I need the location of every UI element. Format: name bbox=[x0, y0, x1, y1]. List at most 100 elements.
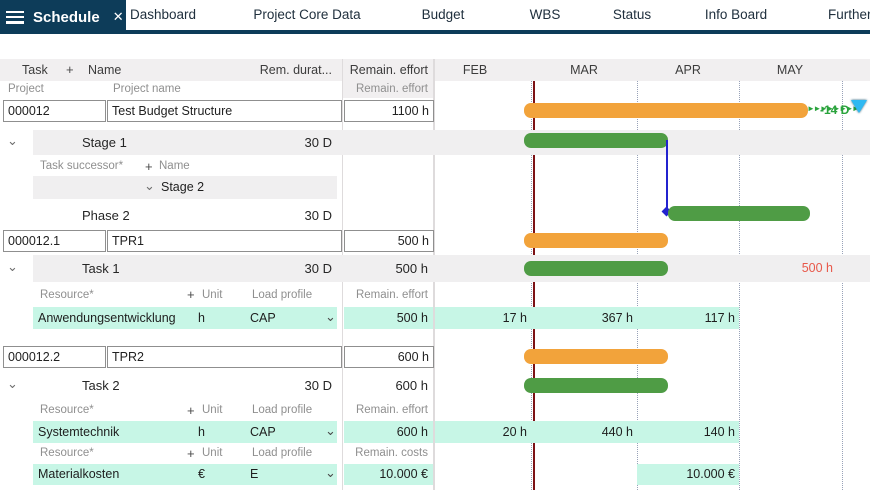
stage1-row-band bbox=[33, 130, 870, 155]
gridline-jun bbox=[842, 81, 843, 490]
task1-effort[interactable]: 500 h bbox=[395, 261, 428, 276]
resource1-feb-value[interactable]: 17 h bbox=[502, 311, 527, 325]
gridline-may bbox=[739, 81, 740, 490]
resource3-load-profile[interactable]: E bbox=[250, 467, 259, 481]
project-effort-input[interactable] bbox=[344, 100, 434, 122]
task1-duration[interactable]: 30 D bbox=[304, 261, 332, 276]
resource-header-label: Resource* bbox=[40, 289, 94, 301]
project-name-input[interactable] bbox=[107, 100, 342, 122]
resource1-apr-value[interactable]: 117 h bbox=[704, 311, 735, 325]
resource-header-unit: Unit bbox=[202, 289, 223, 301]
successor-header-name: Name bbox=[159, 160, 190, 172]
deadline-marker-icon[interactable] bbox=[851, 100, 867, 113]
subheader-project: Project bbox=[8, 83, 44, 95]
gantt-bar-task2[interactable] bbox=[524, 378, 668, 393]
tab-dashboard[interactable]: Dashboard bbox=[129, 7, 197, 22]
gantt-bar-tpr2[interactable] bbox=[524, 349, 668, 364]
project-code-input[interactable] bbox=[3, 100, 106, 122]
tpr2-name-input[interactable] bbox=[107, 346, 342, 368]
month-header-mar: MAR bbox=[570, 63, 598, 77]
resource1-name[interactable]: Anwendungsentwicklung bbox=[38, 311, 176, 325]
resource3-apr-value[interactable]: 10.000 € bbox=[686, 467, 735, 481]
resource2-mar-value[interactable]: 440 h bbox=[601, 425, 633, 439]
dropdown-chevron-icon[interactable]: ⌄ bbox=[325, 423, 336, 438]
collapse-chevron-icon[interactable]: ⌄ bbox=[7, 259, 18, 274]
collapse-chevron-icon[interactable]: ⌄ bbox=[7, 133, 18, 148]
resource1-mar-value[interactable]: 367 h bbox=[601, 311, 633, 325]
tpr2-code-input[interactable] bbox=[3, 346, 106, 368]
tabbar-underline bbox=[0, 30, 870, 34]
gantt-bar-task1[interactable] bbox=[524, 261, 668, 276]
resource2-load-profile[interactable]: CAP bbox=[250, 425, 276, 439]
resource-header-load-profile: Load profile bbox=[252, 289, 313, 301]
gantt-bar-tpr1[interactable] bbox=[524, 233, 668, 248]
tab-project-core-data[interactable]: Project Core Data bbox=[253, 7, 361, 22]
resource3-cell-band[interactable] bbox=[33, 464, 337, 485]
resource3-name[interactable]: Materialkosten bbox=[38, 467, 120, 481]
stage1-name[interactable]: Stage 1 bbox=[82, 135, 127, 150]
resource2-feb-value[interactable]: 20 h bbox=[502, 425, 527, 439]
resource3-remain-costs[interactable]: 10.000 € bbox=[379, 467, 428, 481]
col-header-remain-effort: Remain. effort bbox=[349, 63, 428, 77]
resource2-cell-band[interactable] bbox=[33, 421, 337, 443]
tpr2-effort-input[interactable] bbox=[344, 346, 434, 368]
add-task-button[interactable]: + bbox=[66, 62, 74, 77]
resource3-costs-cell[interactable] bbox=[344, 464, 433, 485]
subheader-remain-effort: Remain. effort bbox=[355, 83, 428, 95]
add-resource-button[interactable]: + bbox=[187, 403, 195, 418]
resource1-effort-cell[interactable] bbox=[344, 307, 433, 329]
resource-header-unit: Unit bbox=[202, 447, 223, 459]
task2-duration[interactable]: 30 D bbox=[304, 378, 332, 393]
add-successor-button[interactable]: + bbox=[145, 159, 153, 174]
stage2-name[interactable]: Stage 2 bbox=[161, 180, 205, 194]
dropdown-chevron-icon[interactable]: ⌄ bbox=[325, 465, 336, 480]
today-line bbox=[533, 81, 535, 490]
resource2-remain-effort[interactable]: 600 h bbox=[396, 425, 428, 439]
resource1-gantt-band bbox=[435, 307, 739, 329]
resource-header-label: Resource* bbox=[40, 447, 94, 459]
delay-label: -14 D bbox=[820, 103, 850, 117]
resource1-remain-effort[interactable]: 500 h bbox=[396, 311, 428, 325]
resource3-unit[interactable]: € bbox=[198, 467, 205, 481]
resource-header-label: Resource* bbox=[40, 404, 94, 416]
gantt-bar-phase2[interactable] bbox=[668, 206, 810, 221]
resource3-gantt-band bbox=[637, 464, 739, 485]
add-resource-button[interactable]: + bbox=[187, 446, 195, 461]
gantt-bar-stage1[interactable] bbox=[524, 133, 668, 148]
dropdown-chevron-icon[interactable]: ⌄ bbox=[325, 309, 336, 324]
tab-budget[interactable]: Budget bbox=[421, 7, 465, 22]
tab-wbs[interactable]: WBS bbox=[529, 7, 561, 22]
task2-effort[interactable]: 600 h bbox=[395, 378, 428, 393]
tab-further[interactable]: Further bbox=[828, 7, 870, 22]
add-resource-button[interactable]: + bbox=[187, 287, 195, 302]
stage1-duration[interactable]: 30 D bbox=[304, 135, 332, 150]
tpr1-name-input[interactable] bbox=[107, 230, 342, 252]
tab-schedule-active[interactable]: Schedule ✕ bbox=[0, 0, 126, 34]
chevron-down-icon[interactable]: ⌄ bbox=[144, 178, 155, 193]
successor-header-label: Task successor* bbox=[40, 160, 124, 172]
phase2-name[interactable]: Phase 2 bbox=[82, 208, 130, 223]
resource1-cell-band[interactable] bbox=[33, 307, 337, 329]
resource2-apr-value[interactable]: 140 h bbox=[703, 425, 735, 439]
resource1-load-profile[interactable]: CAP bbox=[250, 311, 276, 325]
tpr1-code-input[interactable] bbox=[3, 230, 106, 252]
close-icon[interactable]: ✕ bbox=[112, 9, 124, 24]
resource1-unit[interactable]: h bbox=[198, 311, 205, 325]
task1-name[interactable]: Task 1 bbox=[82, 261, 120, 276]
tab-status[interactable]: Status bbox=[612, 7, 652, 22]
successor-link-line bbox=[666, 140, 668, 211]
collapse-chevron-icon[interactable]: ⌄ bbox=[7, 376, 18, 391]
resource2-effort-cell[interactable] bbox=[344, 421, 433, 443]
tpr1-effort-input[interactable] bbox=[344, 230, 434, 252]
resource2-name[interactable]: Systemtechnik bbox=[38, 425, 120, 439]
tab-info-board[interactable]: Info Board bbox=[704, 7, 768, 22]
stage2-row-band bbox=[33, 176, 337, 199]
hamburger-menu-icon[interactable] bbox=[6, 10, 24, 24]
col-header-rem-duration: Rem. durat... bbox=[259, 63, 332, 77]
phase2-duration[interactable]: 30 D bbox=[304, 208, 332, 223]
resource2-unit[interactable]: h bbox=[198, 425, 205, 439]
gantt-bar-project[interactable] bbox=[524, 103, 808, 118]
subheader-project-name: Project name bbox=[113, 83, 181, 95]
task2-name[interactable]: Task 2 bbox=[82, 378, 120, 393]
